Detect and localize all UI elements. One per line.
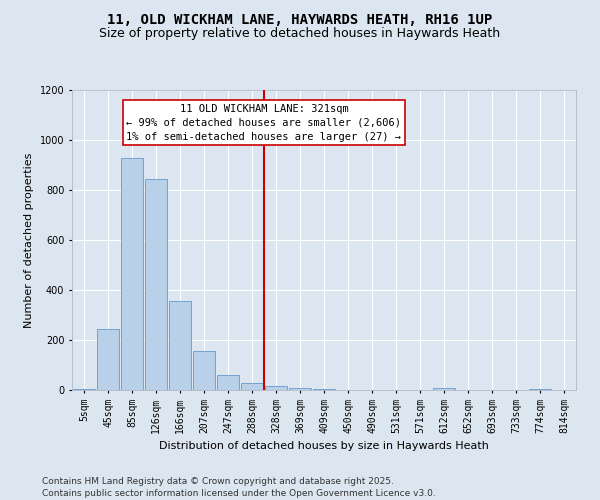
Bar [433, 388, 455, 390]
X-axis label: Distribution of detached houses by size in Haywards Heath: Distribution of detached houses by size … [159, 441, 489, 451]
Bar [529, 389, 551, 390]
Bar [241, 382, 263, 390]
Text: Contains HM Land Registry data © Crown copyright and database right 2025.
Contai: Contains HM Land Registry data © Crown c… [42, 476, 436, 498]
Bar [289, 388, 311, 390]
Bar [73, 389, 95, 390]
Text: Size of property relative to detached houses in Haywards Heath: Size of property relative to detached ho… [100, 28, 500, 40]
Text: 11 OLD WICKHAM LANE: 321sqm
← 99% of detached houses are smaller (2,606)
1% of s: 11 OLD WICKHAM LANE: 321sqm ← 99% of det… [127, 104, 401, 142]
Bar [169, 301, 191, 390]
Bar [121, 158, 143, 390]
Y-axis label: Number of detached properties: Number of detached properties [24, 152, 34, 328]
Bar [145, 179, 167, 390]
Bar [313, 389, 335, 390]
Text: 11, OLD WICKHAM LANE, HAYWARDS HEATH, RH16 1UP: 11, OLD WICKHAM LANE, HAYWARDS HEATH, RH… [107, 12, 493, 26]
Bar [193, 351, 215, 390]
Bar [217, 375, 239, 390]
Bar [97, 329, 119, 390]
Bar [265, 386, 287, 390]
